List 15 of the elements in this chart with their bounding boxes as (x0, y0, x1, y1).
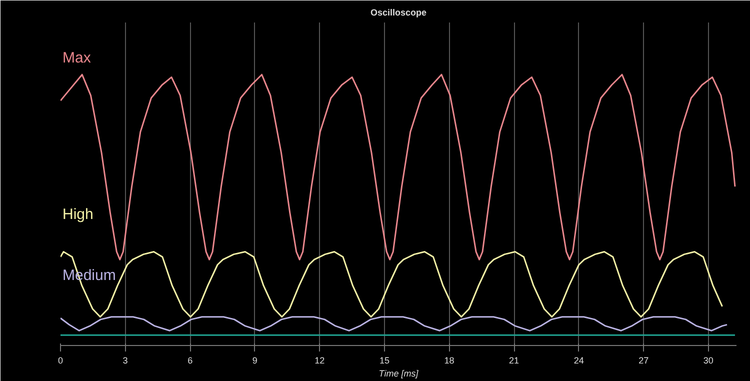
x-tick-label: 9 (252, 356, 258, 366)
x-tick-label: 30 (703, 356, 714, 366)
x-tick-label: 24 (574, 356, 584, 366)
chart-title: Oscilloscope (370, 8, 427, 18)
x-tick-label: 0 (58, 356, 64, 366)
x-tick-label: 18 (444, 356, 454, 366)
x-axis-title: Time [ms] (378, 368, 419, 378)
x-tick-label: 3 (122, 356, 128, 366)
x-tick-label: 15 (379, 356, 390, 366)
series-label: Max (62, 50, 92, 67)
x-tick-label: 12 (314, 356, 325, 366)
x-tick-label: 21 (509, 356, 520, 366)
x-tick-label: 6 (188, 356, 193, 366)
series-label: High (62, 206, 94, 223)
x-tick-label: 27 (638, 356, 649, 366)
